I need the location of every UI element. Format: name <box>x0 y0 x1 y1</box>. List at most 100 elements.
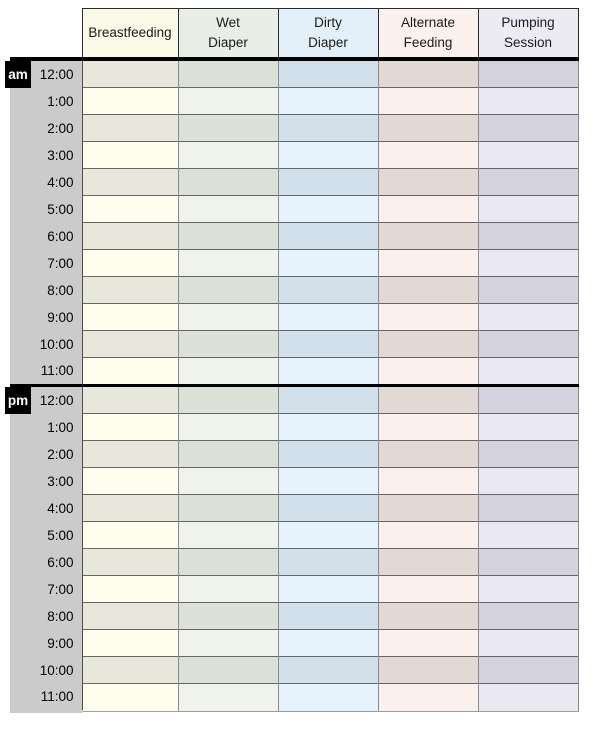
log-cell-dirty-diaper <box>277 629 378 657</box>
log-cell-breastfeeding <box>81 467 178 495</box>
log-cell-wet-diaper <box>177 59 278 88</box>
time-label: 4:00 <box>47 500 74 516</box>
table-row: 11:00 <box>10 683 579 713</box>
log-cell-dirty-diaper <box>277 222 378 250</box>
log-cell-pumping-session <box>477 276 579 304</box>
log-cell-dirty-diaper <box>277 467 378 495</box>
log-cell-pumping-session <box>477 303 579 331</box>
time-label: 6:00 <box>47 228 74 244</box>
time-label: 10:00 <box>39 662 74 678</box>
time-cell: 2:00 <box>10 114 83 142</box>
log-cell-breastfeeding <box>81 222 178 250</box>
time-label: 9:00 <box>47 635 74 651</box>
log-cell-alternate-feeding <box>377 602 478 630</box>
log-cell-pumping-session <box>477 602 579 630</box>
time-label: 11:00 <box>40 689 74 704</box>
log-cell-pumping-session <box>477 521 579 549</box>
log-cell-alternate-feeding <box>377 467 478 495</box>
log-cell-alternate-feeding <box>377 440 478 468</box>
log-cell-dirty-diaper <box>277 683 378 712</box>
time-label: 5:00 <box>47 201 74 217</box>
table-row: 1:00 <box>10 413 579 441</box>
log-cell-breastfeeding <box>81 249 178 277</box>
log-cell-breastfeeding <box>81 168 178 196</box>
column-header-breastfeeding: Breastfeeding <box>81 8 179 61</box>
time-label: 1:00 <box>47 93 74 109</box>
time-label: 2:00 <box>47 446 74 462</box>
time-cell: 8:00 <box>10 602 83 630</box>
log-cell-alternate-feeding <box>377 114 478 142</box>
log-cell-alternate-feeding <box>377 629 478 657</box>
table-row: 5:00 <box>10 521 579 549</box>
log-cell-wet-diaper <box>177 413 278 441</box>
log-cell-breastfeeding <box>81 195 178 223</box>
time-cell: 10:00 <box>10 656 83 684</box>
log-cell-pumping-session <box>477 114 579 142</box>
table-row: 9:00 <box>10 629 579 657</box>
log-cell-breastfeeding <box>81 330 178 358</box>
log-cell-pumping-session <box>477 195 579 223</box>
log-cell-wet-diaper <box>177 602 278 630</box>
log-cell-pumping-session <box>477 357 579 386</box>
log-cell-pumping-session <box>477 59 579 88</box>
table-row: 8:00 <box>10 276 579 304</box>
time-cell: 11:00 <box>10 357 83 386</box>
time-cell: 9:00 <box>10 303 83 331</box>
log-cell-pumping-session <box>477 384 579 414</box>
column-header-wet-diaper: Wet Diaper <box>177 8 279 61</box>
time-label: 9:00 <box>47 309 74 325</box>
log-cell-alternate-feeding <box>377 276 478 304</box>
table-row: 7:00 <box>10 575 579 603</box>
table-row: 7:00 <box>10 249 579 277</box>
log-cell-pumping-session <box>477 222 579 250</box>
time-cell: pm 12:00 <box>5 384 83 414</box>
table-row: 3:00 <box>10 141 579 169</box>
log-cell-breastfeeding <box>81 413 178 441</box>
log-cell-wet-diaper <box>177 168 278 196</box>
log-cell-pumping-session <box>477 413 579 441</box>
table-row: 5:00 <box>10 195 579 223</box>
table-row: pm 12:00 <box>5 384 579 414</box>
log-cell-dirty-diaper <box>277 440 378 468</box>
log-cell-dirty-diaper <box>277 548 378 576</box>
time-cell: 10:00 <box>10 330 83 358</box>
time-cell: 5:00 <box>10 521 83 549</box>
log-cell-dirty-diaper <box>277 87 378 115</box>
log-cell-dirty-diaper <box>277 357 378 386</box>
log-cell-wet-diaper <box>177 87 278 115</box>
log-cell-pumping-session <box>477 440 579 468</box>
log-cell-breastfeeding <box>81 141 178 169</box>
tracking-chart: Breastfeeding Wet Diaper Dirty Diaper Alter… <box>5 8 579 713</box>
log-cell-dirty-diaper <box>277 303 378 331</box>
log-cell-wet-diaper <box>177 330 278 358</box>
log-cell-wet-diaper <box>177 575 278 603</box>
log-cell-dirty-diaper <box>277 276 378 304</box>
table-row: 2:00 <box>10 114 579 142</box>
log-cell-breastfeeding <box>81 521 178 549</box>
log-cell-alternate-feeding <box>377 494 478 522</box>
log-cell-wet-diaper <box>177 629 278 657</box>
log-cell-wet-diaper <box>177 249 278 277</box>
log-cell-wet-diaper <box>177 494 278 522</box>
table-row: 10:00 <box>10 656 579 684</box>
time-cell: 3:00 <box>10 467 83 495</box>
log-cell-wet-diaper <box>177 384 278 414</box>
log-cell-dirty-diaper <box>277 59 378 88</box>
time-cell: 2:00 <box>10 440 83 468</box>
corner-spacer <box>10 8 82 61</box>
time-cell: 5:00 <box>10 195 83 223</box>
table-row: 4:00 <box>10 168 579 196</box>
log-cell-breastfeeding <box>81 494 178 522</box>
log-cell-breastfeeding <box>81 575 178 603</box>
log-cell-alternate-feeding <box>377 521 478 549</box>
log-cell-breastfeeding <box>81 357 178 386</box>
tracking-table: Breastfeeding Wet Diaper Dirty Diaper Alter… <box>5 8 579 713</box>
log-cell-dirty-diaper <box>277 195 378 223</box>
log-cell-wet-diaper <box>177 195 278 223</box>
log-cell-dirty-diaper <box>277 602 378 630</box>
log-cell-breastfeeding <box>81 384 178 414</box>
log-cell-breastfeeding <box>81 87 178 115</box>
time-label: 7:00 <box>47 581 74 597</box>
time-cell: 7:00 <box>10 575 83 603</box>
log-cell-breastfeeding <box>81 440 178 468</box>
